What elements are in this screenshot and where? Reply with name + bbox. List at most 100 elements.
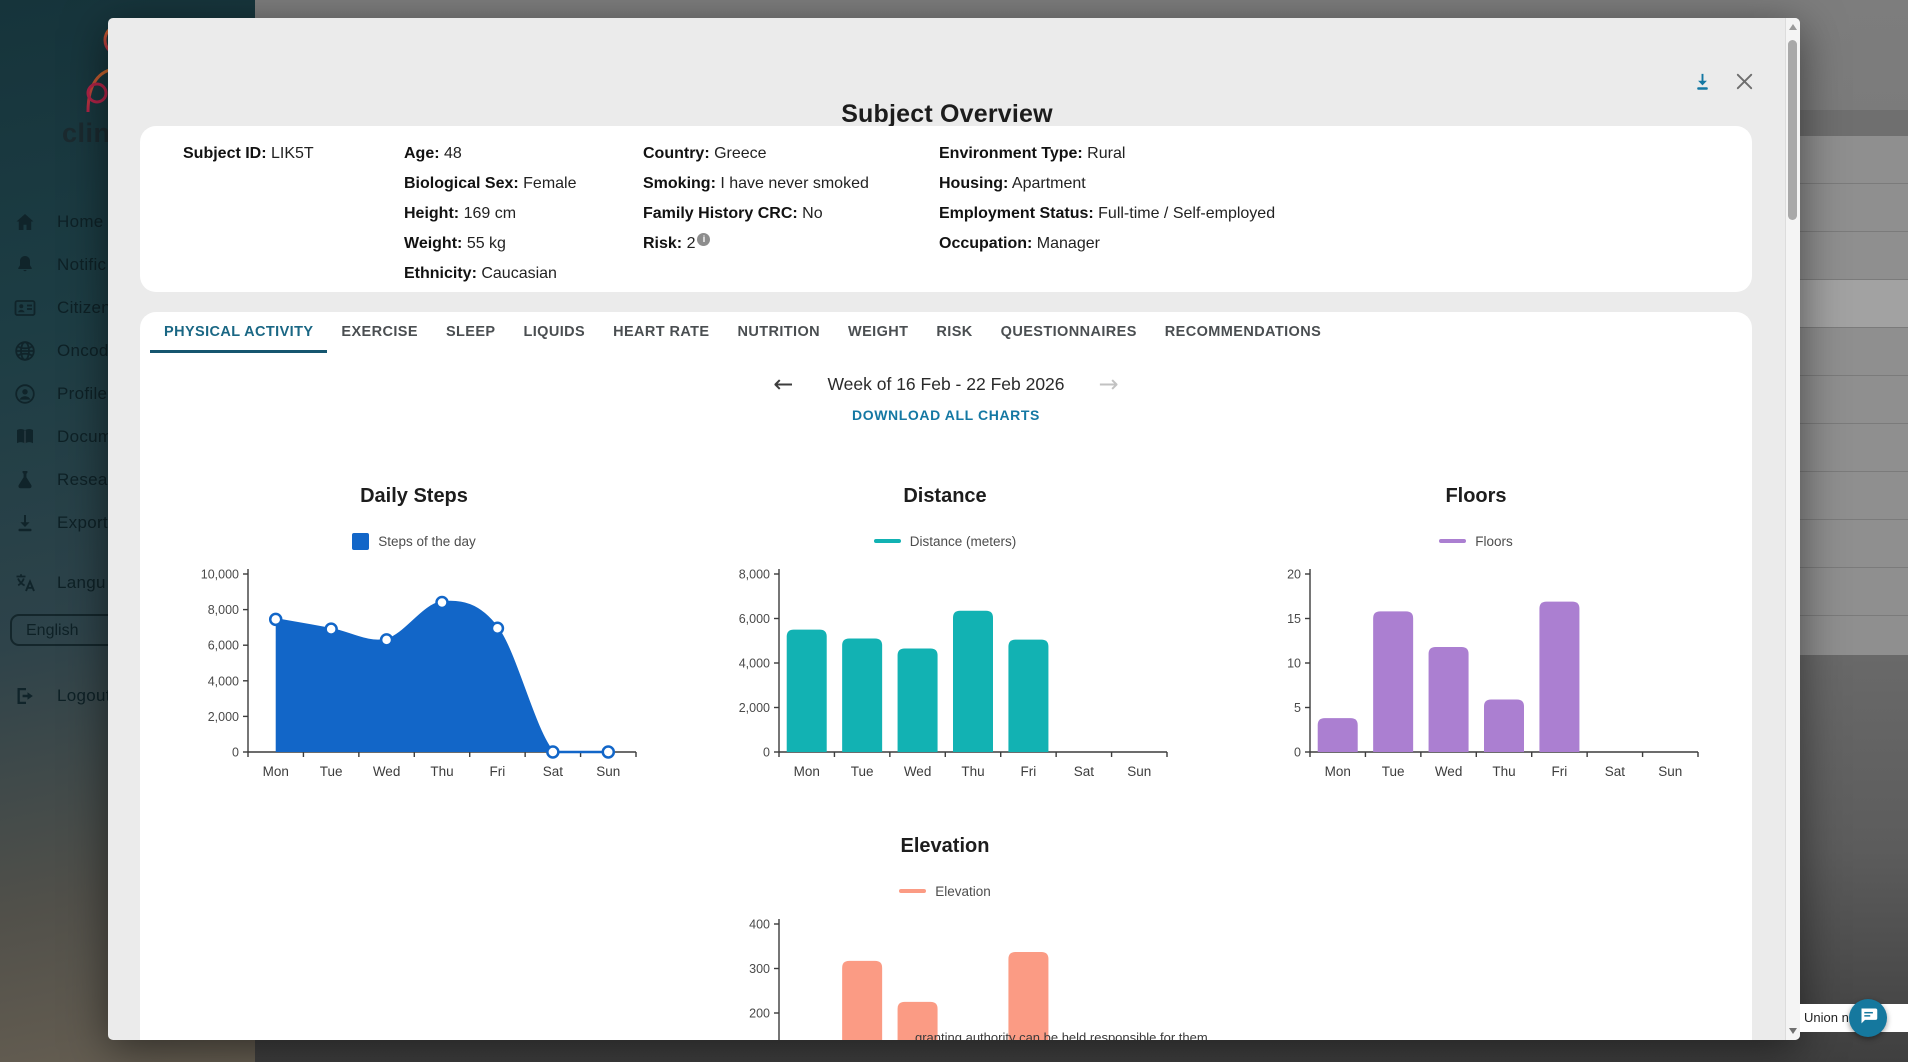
svg-text:Sun: Sun (1127, 764, 1151, 779)
chart-title: Daily Steps (360, 485, 468, 507)
sidebar-item-person[interactable]: Profile (0, 372, 255, 415)
tab-nutrition[interactable]: NUTRITION (737, 324, 821, 340)
week-navigation: ← Week of 16 Feb - 22 Feb 2026 → (140, 369, 1752, 399)
legend-swatch (1439, 539, 1467, 543)
logout-icon (13, 684, 37, 708)
sidebar-item-home[interactable]: Home (0, 200, 255, 243)
legend-label: Steps of the day (378, 533, 476, 549)
svg-text:4,000: 4,000 (208, 674, 239, 688)
sidebar-item-id-card[interactable]: Citizen (0, 286, 255, 329)
chart-canvas: 0 2,000 4,000 6,000 8,000 10,000 Mon Tue Wed Thu F… (201, 568, 637, 779)
modal-scrollbar[interactable] (1785, 18, 1800, 1040)
tabs-card: PHYSICAL ACTIVITY EXERCISE SLEEP LIQUIDS HEA… (140, 312, 1752, 1040)
flask-icon (13, 468, 37, 492)
info-field: Ethnicity: Caucasian (404, 265, 557, 282)
scrollbar-thumb[interactable] (1788, 40, 1797, 220)
tab-risk[interactable]: RISK (936, 324, 973, 340)
legend-swatch (899, 889, 927, 893)
tab-physical-activity[interactable]: PHYSICAL ACTIVITY (150, 318, 328, 353)
close-icon[interactable] (1733, 70, 1756, 98)
id-card-icon (13, 296, 37, 320)
svg-text:20: 20 (1287, 568, 1301, 582)
scroll-down-arrow-icon[interactable] (1789, 1028, 1797, 1034)
sidebar-item-label: Resear (57, 469, 114, 489)
svg-text:Thu: Thu (961, 764, 984, 779)
info-field: Weight: 55 kg (404, 235, 506, 252)
svg-text:Wed: Wed (904, 764, 932, 779)
svg-text:10,000: 10,000 (201, 568, 239, 582)
download-all-charts-link[interactable]: DOWNLOAD ALL CHARTS (852, 407, 1040, 423)
sidebar-item-label: Notific (57, 254, 107, 274)
info-field: Family History CRC: No (643, 205, 823, 222)
sidebar-item-book[interactable]: Docum (0, 415, 255, 458)
svg-text:Sat: Sat (1605, 764, 1626, 779)
sidebar-item-globe[interactable]: Oncod (0, 329, 255, 372)
tab-liquids[interactable]: LIQUIDS (523, 324, 586, 340)
tab-exercise[interactable]: EXERCISE (341, 324, 418, 340)
chart-title: Distance (903, 485, 987, 507)
charts-row-2: Elevation Elevation 0100200300400MonTueW… (140, 831, 1752, 1040)
svg-text:200: 200 (749, 1007, 770, 1021)
person-icon (13, 382, 37, 406)
elevation-chart: Elevation Elevation 0100200300400MonTueW… (715, 831, 1175, 1040)
sidebar-item-export[interactable]: Export (0, 501, 255, 544)
svg-text:Thu: Thu (1492, 764, 1515, 779)
sidebar-item-logout[interactable]: Logout (0, 674, 268, 717)
chart-canvas: 0 5 10 15 20 Mon Tue Wed Thu Fri Sat Sun (1287, 568, 1699, 779)
bell-icon (13, 253, 37, 277)
svg-text:Fri: Fri (490, 764, 506, 779)
translate-icon (13, 571, 37, 595)
svg-text:Sat: Sat (543, 764, 564, 779)
previous-week-arrow[interactable]: ← (773, 370, 794, 398)
sidebar-item-label: Profile (57, 383, 108, 403)
legend-swatch (352, 532, 370, 550)
chart-title: Elevation (900, 835, 990, 857)
tab-sleep[interactable]: SLEEP (445, 324, 496, 340)
sidebar-item-label: Export (57, 512, 108, 532)
svg-text:2,000: 2,000 (208, 710, 239, 724)
export-icon (13, 511, 37, 535)
svg-text:15: 15 (1287, 612, 1301, 626)
svg-text:6,000: 6,000 (739, 612, 770, 626)
sidebar-item-label: Logout (57, 685, 111, 705)
book-icon (13, 425, 37, 449)
svg-text:Fri: Fri (1021, 764, 1037, 779)
tab-heart-rate[interactable]: HEART RATE (613, 324, 710, 340)
svg-text:300: 300 (749, 962, 770, 976)
daily-steps-chart: Daily Steps Steps of the day 0 2,000 4,000… (184, 481, 644, 804)
tab-weight[interactable]: WEIGHT (848, 324, 909, 340)
svg-text:Sun: Sun (596, 764, 620, 779)
info-field: Employment Status: Full-time / Self-empl… (939, 205, 1276, 222)
subject-overview-modal: Subject Overview Subject ID: LIK5T Age: … (108, 18, 1800, 1040)
info-field: Biological Sex: Female (404, 175, 577, 192)
scroll-up-arrow-icon[interactable] (1789, 24, 1797, 30)
next-week-arrow[interactable]: → (1098, 370, 1119, 398)
svg-text:Thu: Thu (430, 764, 453, 779)
svg-text:Mon: Mon (794, 764, 820, 779)
sidebar-item-flask[interactable]: Resear (0, 458, 255, 501)
charts-row-1: Daily Steps Steps of the day 0 2,000 4,000… (140, 481, 1752, 804)
info-field: Subject ID: LIK5T (183, 145, 314, 162)
week-label: Week of 16 Feb - 22 Feb 2026 (827, 373, 1065, 394)
chat-button[interactable] (1849, 999, 1887, 1037)
download-report-button[interactable] (1691, 70, 1714, 98)
svg-text:2,000: 2,000 (739, 701, 770, 715)
svg-text:Tue: Tue (1382, 764, 1405, 779)
svg-text:Wed: Wed (373, 764, 401, 779)
chat-icon (1858, 1005, 1879, 1031)
tabs: PHYSICAL ACTIVITY EXERCISE SLEEP LIQUIDS HEA… (140, 312, 1752, 353)
svg-text:Sat: Sat (1074, 764, 1095, 779)
sidebar-item-language[interactable]: Langu (0, 561, 268, 604)
info-icon[interactable]: i (697, 232, 711, 246)
tab-recommendations[interactable]: RECOMMENDATIONS (1164, 324, 1322, 340)
funding-disclaimer-fragment: granting authority can be held responsib… (915, 1030, 1212, 1040)
home-icon (13, 210, 37, 234)
info-field: Housing: Apartment (939, 175, 1086, 192)
chart-title: Floors (1445, 485, 1507, 507)
tab-questionnaires[interactable]: QUESTIONNAIRES (1000, 324, 1137, 340)
svg-text:Mon: Mon (263, 764, 289, 779)
chart-legend: Floors (1246, 533, 1706, 549)
svg-text:Tue: Tue (851, 764, 874, 779)
sidebar-item-bell[interactable]: Notific (0, 243, 255, 286)
